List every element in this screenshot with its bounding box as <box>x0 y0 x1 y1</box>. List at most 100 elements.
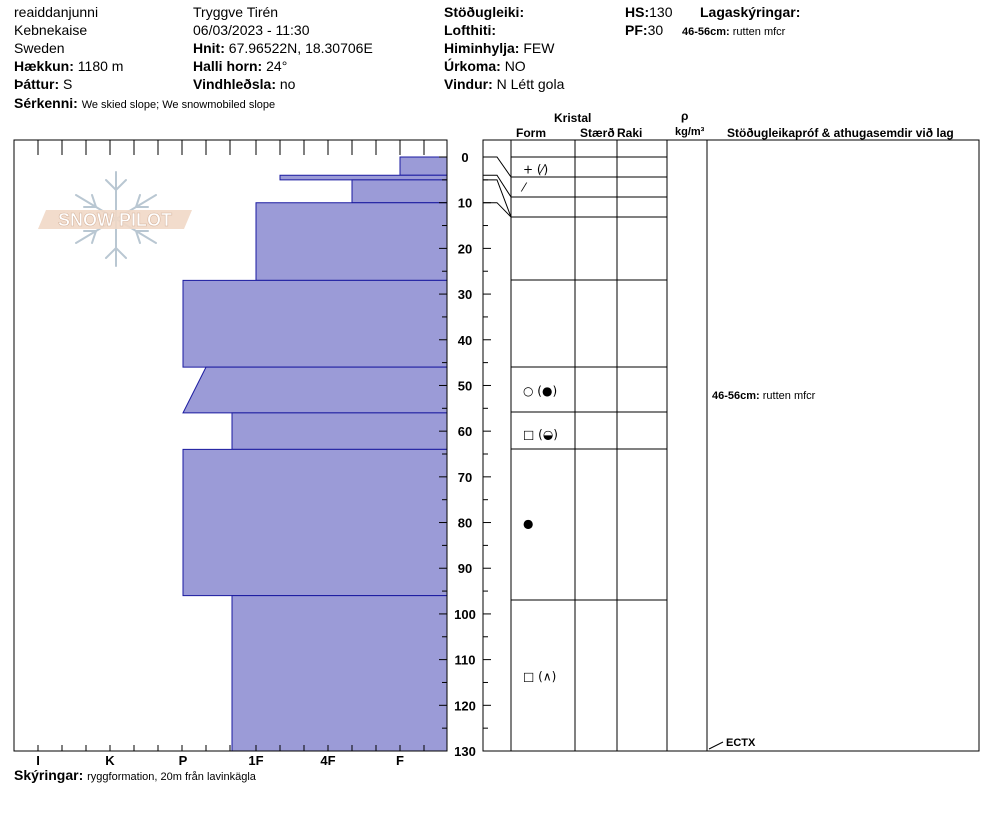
footer-text: ryggformation, 20m från lavinkägla <box>87 771 256 783</box>
depth-tick-label: 100 <box>454 607 476 622</box>
depth-tick-label: 120 <box>454 698 476 713</box>
depth-tick-label: 60 <box>458 424 472 439</box>
form-header: Form <box>516 126 546 140</box>
sky-label: Himinhylja: <box>444 40 520 56</box>
slope-row: Halli horn: 24° <box>193 58 287 74</box>
hardness-bar <box>231 595 448 752</box>
size-header: Stærð <box>580 126 615 140</box>
features-row: Sérkenni: We skied slope; We snowmobiled… <box>14 95 275 113</box>
comment-text: rutten mfcr <box>762 390 816 402</box>
footer-row: Skýringar: ryggformation, 20m från lavin… <box>14 767 256 785</box>
aspect-row: Þáttur: S <box>14 76 72 92</box>
pf-value: 30 <box>647 22 664 38</box>
wind-label: Vindur: <box>444 76 493 92</box>
table-border <box>482 139 980 752</box>
coordinates-value: 67.96522N, 18.30706E <box>228 40 373 56</box>
footer-label: Skýringar: <box>14 767 84 783</box>
precip-value: NO <box>504 58 526 74</box>
depth-tick-label: 50 <box>458 378 472 393</box>
hardness-tick-label: K <box>105 753 115 768</box>
hardness-bar <box>182 448 448 597</box>
depth-tick-label: 80 <box>458 516 472 531</box>
grain-form-symbol: ○ (●) <box>523 384 557 398</box>
features-value: We skied slope; We snowmobiled slope <box>81 99 276 111</box>
hardness-bar <box>255 202 448 281</box>
sky-row: Himinhylja: FEW <box>444 40 554 56</box>
hardness-tick-label: P <box>179 753 188 768</box>
observer-name: reaiddanjunni <box>14 4 99 20</box>
kristal-header: Kristal <box>554 111 592 125</box>
coordinates-label: Hnit: <box>193 40 225 56</box>
layer-connector-line <box>483 174 512 198</box>
snowpilot-logo: SNOW PILOT <box>38 171 192 267</box>
hardness-bar <box>231 412 448 450</box>
elevation-label: Hækkun: <box>14 58 74 74</box>
layer-connector-line <box>483 179 512 218</box>
hardness-tick-label: F <box>396 753 404 768</box>
pf-label: PF: <box>625 22 648 38</box>
wind-value: N Létt gola <box>496 76 565 92</box>
elevation-value: 1180 m <box>77 58 124 74</box>
layer-notes-label: Lagaskýringar: <box>700 4 801 20</box>
slope-value: 24° <box>266 58 288 74</box>
observation-datetime: 06/03/2023 - 11:30 <box>193 22 310 38</box>
test-result-label: ECTX <box>726 737 756 749</box>
grain-form-symbol: □ (◒) <box>523 427 558 441</box>
slope-label: Halli horn: <box>193 58 263 74</box>
stability-label: Stöðugleiki: <box>444 4 525 20</box>
pf-row: PF:30 <box>625 22 663 38</box>
layer-connector-line <box>483 156 512 178</box>
comment-depth: 46-56cm: <box>712 390 760 402</box>
aspect-value: S <box>63 76 73 92</box>
depth-tick-label: 20 <box>458 241 472 256</box>
depth-tick-label: 30 <box>458 287 472 302</box>
hardness-bar <box>182 279 448 368</box>
hardness-bar <box>182 366 448 414</box>
layer-note-row: 46-56cm: rutten mfcr <box>682 24 785 40</box>
hs-value: 130 <box>649 4 673 20</box>
country-name: Sweden <box>14 40 65 56</box>
aspect-label: Þáttur: <box>14 76 60 92</box>
snowpilot-logo-text: SNOW PILOT <box>58 210 172 230</box>
density-unit-header: kg/m³ <box>675 126 705 138</box>
hardness-tick-label: I <box>36 753 40 768</box>
hardness-bars <box>182 156 448 752</box>
wind-loading-label: Vindhleðsla: <box>193 76 276 92</box>
layer-note-text: rutten mfcr <box>732 26 786 38</box>
layer-connector-line <box>483 202 512 218</box>
hs-label: HS: <box>625 4 650 20</box>
depth-tick-label: 110 <box>455 653 476 668</box>
depth-tick-label: 70 <box>458 470 472 485</box>
depth-tick-label: 40 <box>458 333 472 348</box>
hardness-bar <box>399 156 448 176</box>
depth-tick-label: 130 <box>454 744 476 759</box>
depth-tick-label: 10 <box>458 196 472 211</box>
depth-tick-label: 0 <box>461 150 468 165</box>
location-name: Kebnekaise <box>14 22 88 38</box>
features-label: Sérkenni: <box>14 95 78 111</box>
moisture-header: Raki <box>617 126 643 140</box>
coordinates-row: Hnit: 67.96522N, 18.30706E <box>193 40 373 56</box>
precip-label: Úrkoma: <box>444 58 501 74</box>
hardness-tick-label: 1F <box>248 753 263 768</box>
comment-row: 46-56cm: rutten mfcr <box>712 388 815 404</box>
wind-loading-row: Vindhleðsla: no <box>193 76 295 92</box>
hardness-bar <box>351 179 448 204</box>
grain-form-symbol: + (⁄) <box>523 162 548 176</box>
elevation-row: Hækkun: 1180 m <box>14 58 123 74</box>
layer-note-depth: 46-56cm: <box>682 26 730 38</box>
grain-form-symbol: □ (∧) <box>523 670 556 684</box>
hs-row: HS:130 <box>625 4 672 20</box>
author-name: Tryggve Tirén <box>193 4 279 20</box>
hardness-tick-label: 4F <box>320 753 335 768</box>
wind-row: Vindur: N Létt gola <box>444 76 564 92</box>
wind-loading-value: no <box>279 76 296 92</box>
grain-form-symbol: ● <box>523 517 533 531</box>
grain-form-symbol: ⁄ <box>520 181 528 195</box>
test-marker-arrow <box>708 741 724 750</box>
precip-row: Úrkoma: NO <box>444 58 526 74</box>
air-temp-label: Lofthiti: <box>444 22 497 38</box>
layer-table: + (⁄) ⁄ ○ (●) □ (◒) ● □ (∧) ECTX <box>482 139 980 752</box>
tests-header: Stöðugleikapróf & athugasemdir við lag <box>727 126 954 140</box>
